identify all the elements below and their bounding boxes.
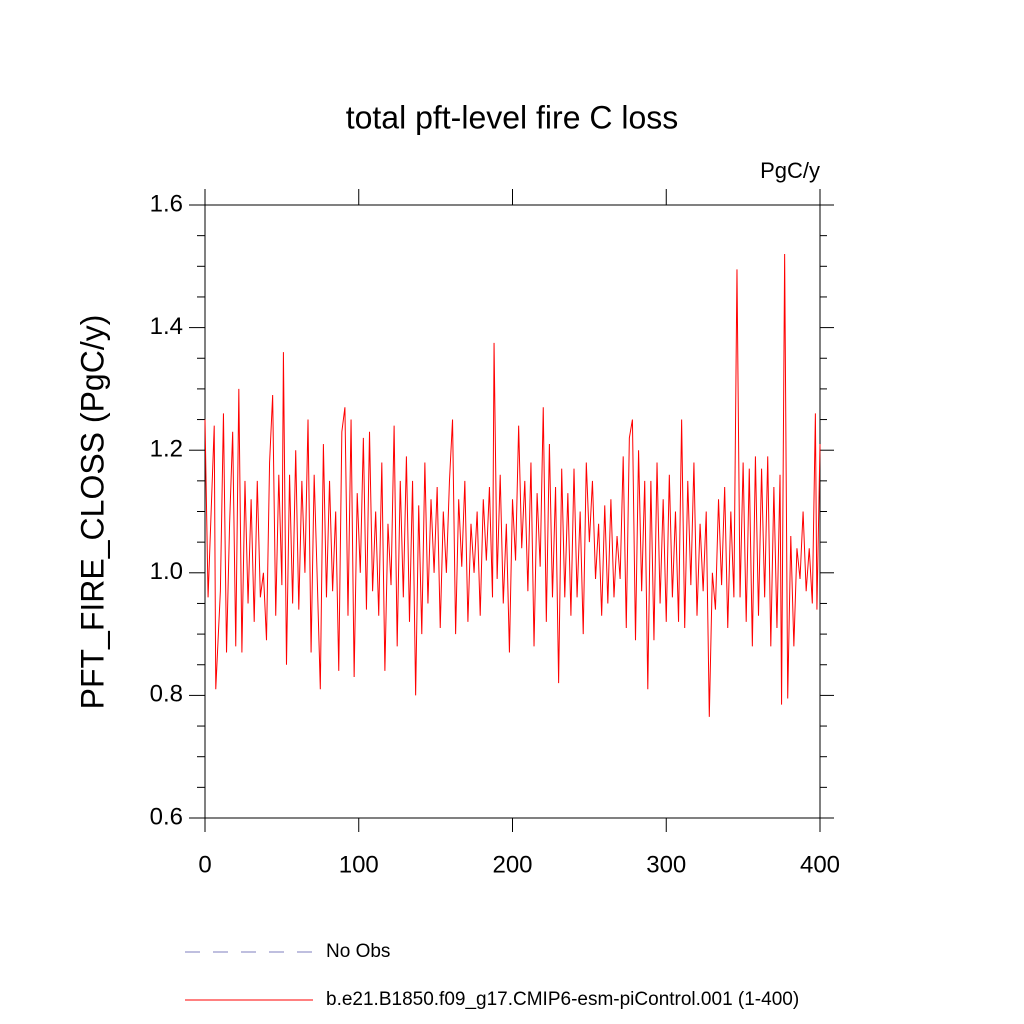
- x-tick-label: 200: [492, 851, 532, 878]
- chart-title: total pft-level fire C loss: [346, 99, 679, 135]
- x-tick-label: 400: [800, 851, 840, 878]
- y-tick-label: 1.6: [150, 190, 183, 217]
- y-tick-label: 1.4: [150, 313, 183, 340]
- y-tick-label: 0.8: [150, 681, 183, 708]
- x-tick-label: 0: [198, 851, 211, 878]
- data-line: [204, 254, 821, 717]
- legend-label: No Obs: [326, 941, 390, 962]
- y-tick-label: 1.0: [150, 558, 183, 585]
- x-tick-label: 300: [646, 851, 686, 878]
- units-label: PgC/y: [760, 158, 820, 183]
- y-tick-label: 1.2: [150, 436, 183, 463]
- y-tick-label: 0.6: [150, 803, 183, 830]
- x-tick-label: 100: [339, 851, 379, 878]
- legend-label: b.e21.B1850.f09_g17.CMIP6-esm-piControl.…: [326, 989, 799, 1010]
- y-axis-label: PFT_FIRE_CLOSS (PgC/y): [74, 315, 110, 710]
